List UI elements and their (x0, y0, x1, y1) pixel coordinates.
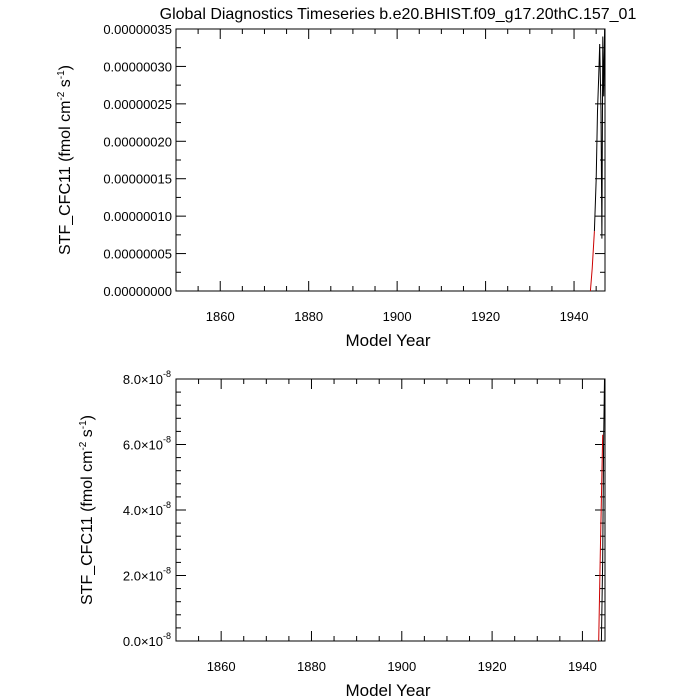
top-ytick-label: 0.00000025 (103, 97, 172, 112)
bottom-xtick-label: 1900 (387, 659, 416, 674)
top-ylabel: STF_CFC11 (fmol cm-2 s-1) (56, 65, 74, 255)
top-xtick-label: 1940 (560, 309, 589, 324)
top-series-line-0 (593, 29, 605, 239)
top-ytick-label: 0.00000000 (103, 284, 172, 299)
bottom-xlabel: Model Year (345, 681, 430, 700)
bottom-ytick-label: 8.0×10 (123, 372, 163, 387)
top-panel: Model Year STF_CFC11 (fmol cm-2 s-1) (56, 65, 431, 350)
top-ytick-label: 0.00000005 (103, 247, 172, 262)
bottom-plot-frame (175, 378, 606, 642)
bottom-series-line-1 (598, 434, 604, 641)
top-xtick-label: 1900 (383, 309, 412, 324)
top-plot: 1860 1880 1900 1920 1940 0.00000000 0.00000005… (103, 22, 606, 324)
top-plot-frame (175, 28, 606, 292)
bottom-ytick-exponent: -8 (163, 566, 171, 576)
bottom-xtick-label: 1880 (297, 659, 326, 674)
bottom-series-line-0 (600, 379, 605, 641)
bottom-xtick-label: 1860 (207, 659, 236, 674)
top-ytick-label: 0.00000035 (103, 22, 172, 37)
top-xlabel: Model Year (345, 331, 430, 350)
bottom-ytick-exponent: -8 (163, 500, 171, 510)
bottom-xtick-label: 1920 (478, 659, 507, 674)
bottom-xtick-label: 1940 (568, 659, 597, 674)
top-ytick-label: 0.00000010 (103, 209, 172, 224)
bottom-ylabel: STF_CFC11 (fmol cm-2 s-1) (78, 415, 96, 605)
bottom-ytick-label: 0.0×10 (123, 634, 163, 649)
bottom-ytick-label: 4.0×10 (123, 503, 163, 518)
top-xtick-label: 1920 (471, 309, 500, 324)
bottom-ytick-exponent: -8 (163, 369, 171, 379)
bottom-ytick-label: 6.0×10 (123, 438, 163, 453)
bottom-ytick-exponent: -8 (163, 631, 171, 641)
top-xtick-label: 1880 (294, 309, 323, 324)
bottom-panel: Model Year STF_CFC11 (fmol cm-2 s-1) (78, 415, 431, 700)
bottom-ytick-exponent: -8 (163, 435, 171, 445)
bottom-ytick-label: 2.0×10 (123, 569, 163, 584)
top-ytick-label: 0.00000020 (103, 134, 172, 149)
figure-title: Global Diagnostics Timeseries b.e20.BHIS… (160, 6, 637, 23)
top-series-line-1 (589, 231, 595, 291)
top-xtick-label: 1860 (206, 309, 235, 324)
top-ytick-label: 0.00000015 (103, 172, 172, 187)
top-ytick-label: 0.00000030 (103, 59, 172, 74)
